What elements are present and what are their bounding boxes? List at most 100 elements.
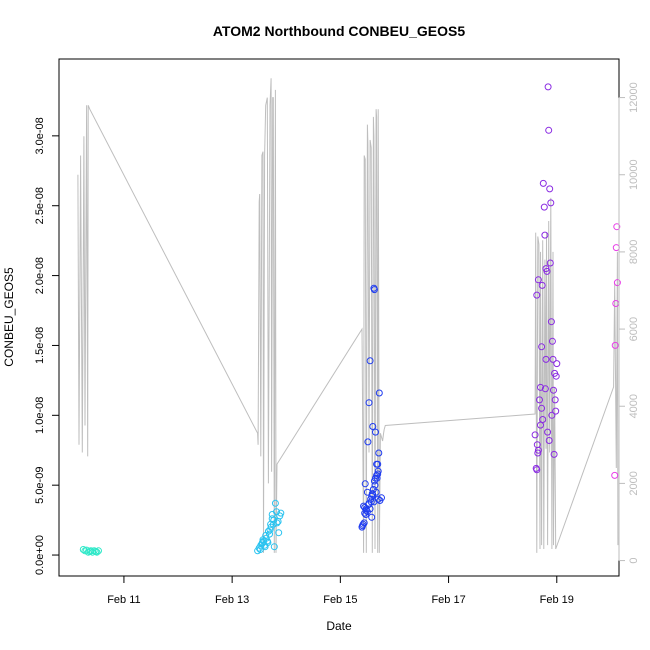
data-point <box>553 360 561 368</box>
data-point <box>83 546 91 554</box>
y-tick-label: 0.0e+00 <box>34 535 46 575</box>
data-point <box>551 396 559 404</box>
y-axis-label: CONBEU_GEOS5 <box>2 267 16 367</box>
y-tick-label: 2.0e-08 <box>34 257 46 294</box>
data-point <box>256 546 264 553</box>
data-point <box>365 399 373 407</box>
right-axis: 0 2000 4000 6000 8000 10000 12000 <box>618 82 640 564</box>
x-axis: Feb 11 Feb 13 Feb 15 Feb 17 Feb 19 <box>107 575 574 606</box>
data-point <box>378 494 385 502</box>
data-point <box>549 355 557 363</box>
data-point <box>550 450 558 458</box>
altitude-line <box>77 78 619 553</box>
x-tick-label: Feb 19 <box>540 594 574 606</box>
data-point <box>541 385 549 393</box>
right-tick-label: 8000 <box>628 240 640 264</box>
x-axis-label: Date <box>326 619 352 633</box>
x-tick-label: Feb 13 <box>215 594 249 606</box>
x-tick-label: Feb 15 <box>323 594 357 606</box>
right-tick-label: 4000 <box>628 394 640 418</box>
data-point <box>545 126 553 134</box>
right-tick-label: 2000 <box>628 471 640 495</box>
data-point <box>374 470 382 478</box>
data-point <box>611 341 619 349</box>
data-point <box>543 267 551 275</box>
data-point <box>372 474 379 482</box>
data-point <box>371 481 379 489</box>
data-point <box>533 466 541 474</box>
data-point <box>552 407 560 415</box>
data-point <box>93 548 101 556</box>
data-point <box>365 499 373 507</box>
data-point <box>374 460 382 468</box>
data-point <box>544 428 552 436</box>
data-point <box>548 411 556 419</box>
data-point <box>541 231 549 239</box>
data-point <box>547 318 555 326</box>
data-point <box>375 449 383 457</box>
data-point <box>95 547 102 555</box>
data-point <box>271 499 279 507</box>
data-point <box>363 488 371 496</box>
data-point <box>547 199 555 207</box>
data-point <box>539 416 547 423</box>
data-point <box>370 286 378 294</box>
right-tick-label: 6000 <box>628 317 640 341</box>
data-point <box>368 513 376 521</box>
data-point <box>551 369 559 377</box>
points-layer <box>79 83 621 556</box>
data-point <box>550 386 557 394</box>
data-point <box>270 543 278 551</box>
y-tick-label: 1.0e-08 <box>34 397 46 434</box>
data-point <box>369 423 377 430</box>
data-point <box>369 485 377 493</box>
data-point <box>536 396 543 404</box>
data-point <box>359 522 366 530</box>
data-point <box>275 529 283 537</box>
data-point <box>366 357 374 365</box>
data-point <box>92 548 100 555</box>
y-tick-label: 5.0e-09 <box>34 467 46 504</box>
data-point <box>361 480 369 488</box>
data-point <box>533 291 541 299</box>
data-point <box>266 526 274 534</box>
data-point <box>268 515 276 523</box>
data-point <box>531 431 539 439</box>
data-point <box>372 428 379 436</box>
right-tick-label: 0 <box>628 558 640 564</box>
data-point <box>364 438 372 446</box>
data-point <box>546 185 554 193</box>
data-point <box>362 505 370 513</box>
data-point <box>546 259 554 267</box>
y-tick-label: 2.5e-08 <box>34 187 46 224</box>
right-tick-label: 10000 <box>628 159 640 190</box>
data-point <box>542 355 550 363</box>
data-point <box>538 404 546 412</box>
x-tick-label: Feb 17 <box>431 594 465 606</box>
y-axis: 0.0e+00 5.0e-09 1.0e-08 1.5e-08 2.0e-08 2.5e-… <box>34 117 60 575</box>
data-point <box>258 539 266 546</box>
data-point <box>534 276 542 284</box>
data-point <box>544 83 552 91</box>
data-point <box>612 244 620 252</box>
data-point <box>538 281 546 289</box>
data-point <box>277 509 285 517</box>
data-point <box>534 449 542 457</box>
right-tick-label: 12000 <box>628 82 640 113</box>
data-point <box>613 223 621 231</box>
data-point <box>540 203 548 211</box>
data-point <box>273 508 280 516</box>
data-point <box>374 467 382 475</box>
data-point <box>538 343 546 351</box>
data-point <box>537 383 544 391</box>
data-point <box>375 389 383 397</box>
y-tick-label: 3.0e-08 <box>34 117 46 154</box>
data-point <box>613 279 621 287</box>
data-point <box>548 337 556 345</box>
x-tick-label: Feb 11 <box>107 594 140 606</box>
data-point <box>273 519 281 527</box>
chart-title: ATOM2 Northbound CONBEU_GEOS5 <box>213 23 465 39</box>
y-tick-label: 1.5e-08 <box>34 327 46 364</box>
data-point <box>533 441 541 449</box>
